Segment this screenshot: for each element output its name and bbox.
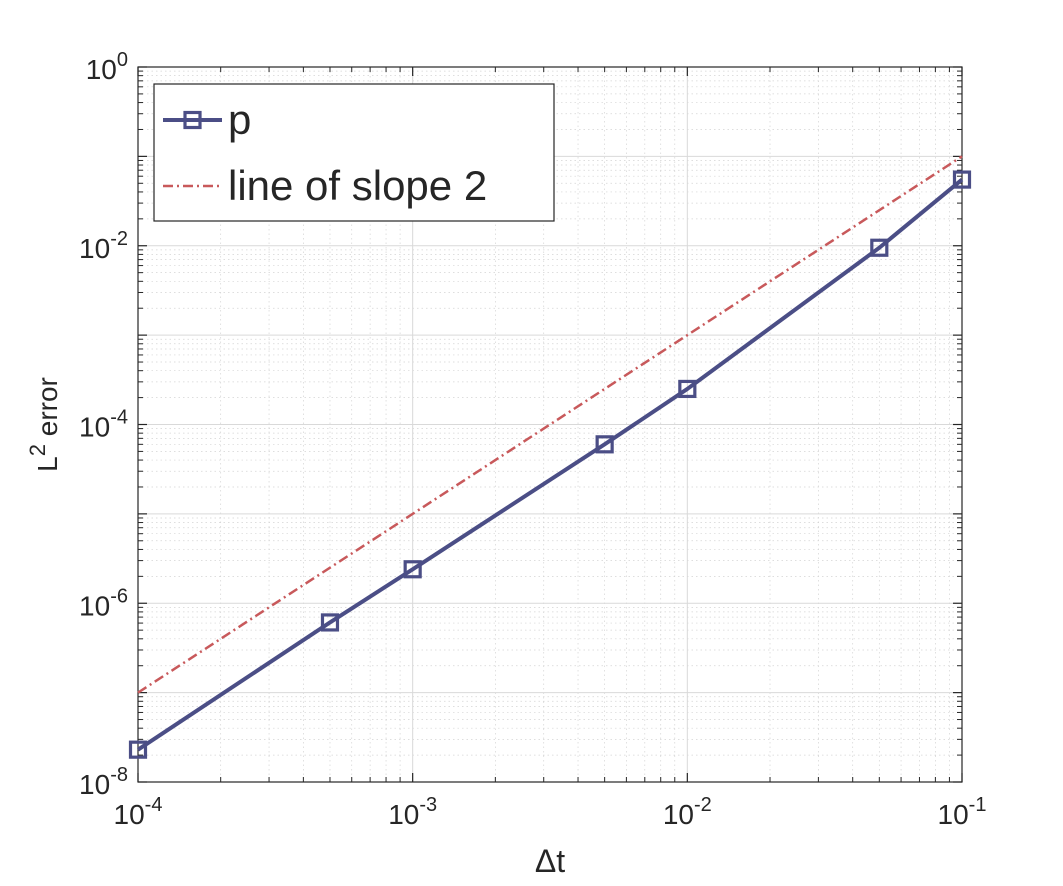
series-marker [403,560,422,579]
series-layer [128,155,972,759]
tick-labels: 10-4 10-3 10-2 10-1 10-8 10-6 10-4 10-2 100 [79,49,986,830]
axis-ticks [137,66,963,783]
series-marker [128,740,148,759]
x-tick-label: 10-3 [388,794,437,830]
series-2 [137,155,963,694]
x-axis-label: Δt [535,843,565,879]
legend: p line of slope 2 [153,83,555,222]
y-label-rest: error [32,377,63,444]
legend-item: line of slope 2 [163,162,487,209]
y-tick-label: 10-2 [79,228,128,264]
series-1 [128,170,972,759]
legend-swatch-marker [183,110,202,130]
series-marker [320,613,340,632]
series-marker [595,435,614,454]
svg-text:L2 error: L2 error [25,377,63,472]
y-tick-label: 10-4 [79,407,128,443]
legend-item: p [163,96,251,143]
y-tick-label: 10-6 [79,585,128,621]
series-marker [678,379,697,399]
legend-label: p [228,96,251,143]
legend-items: p line of slope 2 [163,96,487,209]
legend-label: line of slope 2 [228,162,487,209]
x-tick-label: 10-4 [114,794,163,830]
y-tick-label: 100 [86,49,128,85]
y-label-base: L [32,456,63,472]
series-line [136,178,964,752]
series-line [137,155,963,694]
series-marker [952,170,972,189]
y-axis-label: L2 error [25,377,63,472]
y-label-superscript: 2 [25,444,50,456]
x-tick-label: 10-2 [663,794,712,830]
y-tick-label: 10-8 [79,764,128,800]
legend-box [153,83,555,222]
x-tick-label: 10-1 [938,794,987,830]
series-marker [870,238,889,257]
